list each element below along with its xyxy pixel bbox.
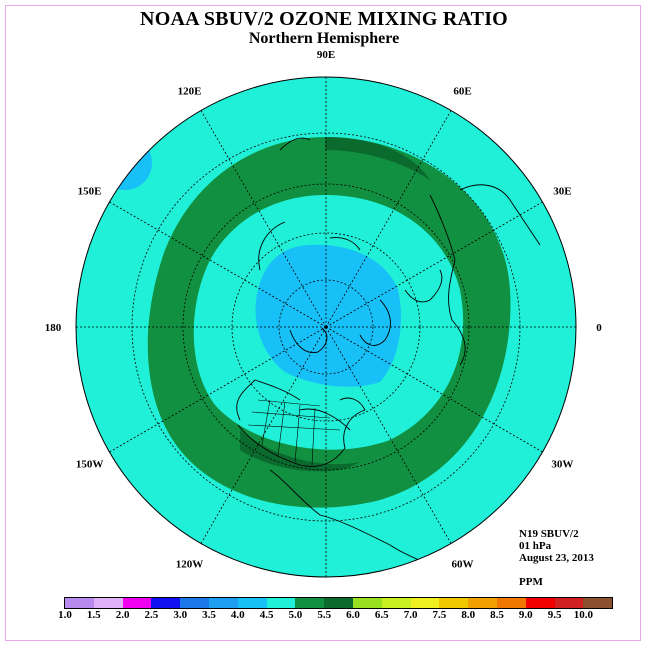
colorbar <box>64 597 614 609</box>
satellite-label: N19 SBUV/2 <box>519 528 579 540</box>
colorbar-tick-label: 10.0 <box>573 609 594 621</box>
colorbar-tick-label: 4.5 <box>259 609 274 621</box>
ozone-low-edge-patch <box>98 136 152 190</box>
longitude-label: 150E <box>78 186 102 198</box>
colorbar-tick-label: 9.5 <box>547 609 562 621</box>
units-label: PPM <box>519 576 543 588</box>
meridian-line <box>109 201 327 328</box>
meridian-line <box>325 201 543 328</box>
meridian-line <box>109 326 327 453</box>
colorbar-cell <box>554 598 584 608</box>
colorbar-cell <box>381 598 411 608</box>
figure-frame <box>5 5 641 641</box>
colorbar-tick-label: 2.5 <box>144 609 159 621</box>
longitude-label: 90E <box>317 49 335 61</box>
latitude-grid <box>131 132 521 522</box>
longitude-label: 30E <box>553 186 571 198</box>
longitude-label: 180 <box>45 322 62 334</box>
state-borders <box>247 399 341 466</box>
meridian-line <box>325 326 543 453</box>
colorbar-cell <box>410 598 440 608</box>
colorbar-cell <box>352 598 382 608</box>
colorbar-cell <box>583 598 613 608</box>
colorbar-tick-label: 3.0 <box>173 609 188 621</box>
longitude-label: 0 <box>596 322 602 334</box>
colorbar-cell <box>208 598 238 608</box>
ozone-high-core <box>240 430 360 472</box>
longitude-label: 150W <box>76 459 104 471</box>
colorbar-tick-label: 6.5 <box>374 609 389 621</box>
colorbar-tick-label: 4.0 <box>230 609 245 621</box>
colorbar-tick-label: 7.0 <box>403 609 418 621</box>
colorbar-tick-label: 9.0 <box>518 609 533 621</box>
colorbar-cell <box>496 598 526 608</box>
colorbar-cell <box>266 598 296 608</box>
colorbar-cell <box>237 598 267 608</box>
colorbar-cell <box>295 598 325 608</box>
colorbar-tick-label: 1.0 <box>58 609 72 621</box>
pressure-level-label: 01 hPa <box>519 540 552 552</box>
map-subtitle: Northern Hemisphere <box>248 30 400 47</box>
colorbar-tick-label: 1.5 <box>86 609 101 621</box>
colorbar-tick-label: 5.0 <box>288 609 303 621</box>
longitude-label: 30W <box>551 459 573 471</box>
colorbar-tick-label: 2.0 <box>115 609 130 621</box>
colorbar-cell <box>93 598 123 608</box>
longitude-label: 60W <box>452 558 474 570</box>
colorbar-cell <box>122 598 152 608</box>
colorbar-tick-label: 7.5 <box>432 609 447 621</box>
longitude-label: 120E <box>178 86 202 98</box>
map-border <box>75 76 577 578</box>
ozone-high-core <box>325 137 430 180</box>
meridian-line <box>325 326 452 544</box>
colorbar-cell <box>468 598 497 608</box>
colorbar-tick-label: 6.0 <box>346 609 360 621</box>
ozone-low-patch <box>255 244 401 387</box>
meridian-grid <box>76 77 576 577</box>
colorbar-cell <box>151 598 181 608</box>
date-label: August 23, 2013 <box>519 552 594 564</box>
colorbar-tick-label: 8.5 <box>490 609 504 621</box>
meridian-line <box>200 110 327 328</box>
coastlines <box>236 137 541 566</box>
colorbar-tick-label: 3.5 <box>202 609 216 621</box>
colorbar-cell <box>525 598 555 608</box>
map-title: NOAA SBUV/2 OZONE MIXING RATIO <box>140 8 508 30</box>
colorbar-tick-label: 5.5 <box>317 609 332 621</box>
longitude-label: 60E <box>453 86 471 98</box>
colorbar-tick-label: 8.0 <box>461 609 476 621</box>
meridian-line <box>325 110 452 328</box>
colorbar-cell <box>65 598 94 608</box>
longitude-label: 120W <box>176 558 204 570</box>
colorbar-cell <box>439 598 469 608</box>
colorbar-cell <box>324 598 353 608</box>
colorbar-cell <box>180 598 209 608</box>
